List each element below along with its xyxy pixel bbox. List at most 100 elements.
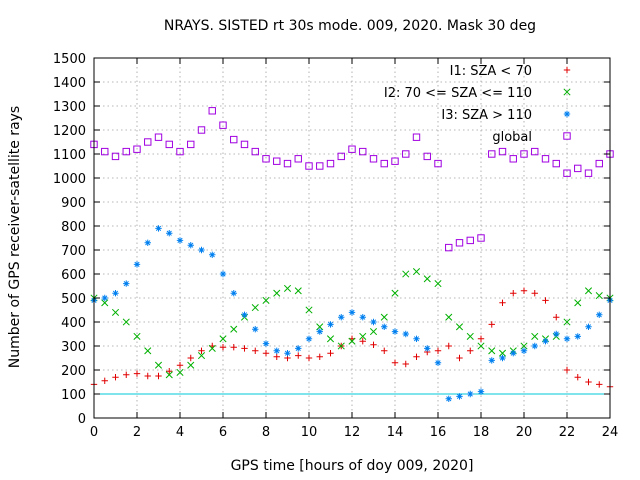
- data-point: [456, 393, 463, 400]
- legend: I1: SZA < 70 I2: 70 <= SZA <= 110 I3: SZA …: [384, 64, 571, 145]
- data-point: [316, 162, 324, 170]
- data-point: [338, 314, 345, 321]
- data-point: [391, 359, 399, 366]
- data-point: [198, 246, 205, 254]
- data-point: [133, 261, 141, 268]
- data-point: [112, 374, 119, 381]
- series-4: [90, 107, 614, 252]
- data-point: [531, 342, 538, 350]
- x-tick-label: 4: [176, 425, 184, 440]
- data-point: [262, 296, 270, 304]
- data-point: [434, 159, 442, 168]
- data-point: [176, 368, 184, 376]
- data-point: [284, 350, 291, 357]
- data-point: [466, 236, 474, 245]
- x-tick-label: 12: [344, 425, 361, 440]
- data-point: [144, 239, 151, 246]
- data-point: [412, 133, 421, 141]
- data-point: [477, 388, 485, 395]
- grid: [94, 58, 610, 418]
- data-point: [326, 335, 335, 343]
- data-point: [176, 362, 184, 369]
- data-point: [520, 287, 528, 294]
- data-point: [552, 159, 560, 168]
- x-axis-label: GPS time [hours of doy 009, 2020]: [231, 458, 474, 474]
- y-tick-label: 300: [61, 340, 86, 355]
- data-point: [477, 234, 485, 242]
- data-point: [509, 155, 517, 163]
- data-point: [488, 150, 496, 158]
- x-tick-label: 6: [219, 425, 227, 440]
- data-point: [391, 328, 399, 335]
- axis-ticks: 0 2 4 6 8 10 12 14 16 18 20 22 240100200300400500600…: [53, 52, 618, 440]
- data-point: [305, 335, 313, 342]
- data-point: [445, 243, 453, 252]
- data-point: [498, 349, 507, 357]
- legend-marker: [563, 132, 571, 140]
- x-tick-label: 20: [516, 425, 533, 440]
- data-point: [187, 354, 194, 362]
- y-tick-label: 1300: [53, 100, 86, 115]
- data-point: [455, 323, 464, 331]
- data-point: [584, 169, 593, 177]
- data-point: [166, 368, 173, 375]
- data-point: [595, 159, 603, 168]
- data-point: [155, 372, 162, 380]
- data-point: [273, 347, 280, 354]
- data-point: [542, 297, 549, 304]
- data-point: [348, 337, 356, 345]
- y-tick-label: 700: [61, 244, 86, 259]
- data-point: [273, 353, 280, 360]
- data-point: [337, 342, 345, 350]
- data-point: [101, 294, 108, 302]
- data-point: [240, 140, 249, 149]
- data-point: [154, 133, 163, 141]
- data-point: [316, 353, 323, 360]
- data-point: [467, 347, 474, 354]
- data-point: [445, 313, 453, 321]
- data-point: [553, 330, 560, 338]
- data-point: [596, 381, 603, 388]
- data-point: [477, 335, 485, 342]
- x-tick-label: 0: [90, 425, 98, 440]
- data-point: [133, 145, 141, 153]
- data-point: [337, 152, 345, 161]
- data-point: [369, 155, 378, 163]
- y-tick-label: 600: [61, 268, 86, 283]
- data-point: [305, 306, 313, 314]
- y-tick-label: 400: [61, 316, 86, 331]
- data-point: [112, 290, 119, 297]
- data-point: [198, 347, 205, 354]
- data-point: [359, 147, 367, 156]
- x-tick-label: 18: [473, 425, 490, 440]
- data-point: [123, 280, 130, 287]
- data-point: [316, 323, 324, 331]
- data-point: [230, 135, 238, 144]
- data-point: [208, 344, 216, 352]
- data-point: [230, 290, 237, 297]
- data-point: [423, 275, 431, 283]
- data-point: [574, 164, 582, 173]
- data-point: [413, 335, 420, 342]
- data-point: [219, 344, 227, 351]
- x-tick-label: 22: [559, 425, 576, 440]
- data-point: [166, 230, 173, 237]
- data-point: [133, 370, 141, 377]
- data-point: [154, 361, 163, 369]
- data-point: [413, 353, 420, 360]
- data-point: [262, 155, 270, 163]
- data-point: [531, 332, 539, 340]
- data-point: [122, 147, 130, 156]
- data-point: [466, 332, 474, 340]
- data-point: [111, 308, 120, 316]
- data-point: [445, 342, 452, 350]
- data-point: [111, 152, 120, 161]
- data-point: [402, 150, 410, 158]
- data-point: [574, 374, 581, 381]
- legend-label: I1: SZA < 70: [450, 64, 532, 79]
- data-point: [144, 138, 152, 146]
- data-point: [316, 328, 323, 335]
- data-point: [434, 280, 442, 288]
- y-tick-label: 100: [61, 388, 86, 403]
- data-point: [144, 347, 152, 355]
